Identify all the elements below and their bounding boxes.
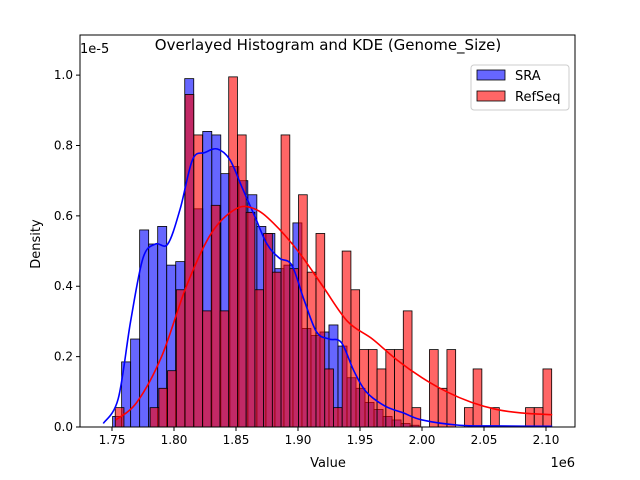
x-tick-label: 2.10 [533,433,560,447]
x-tick-label: 1.95 [347,433,374,447]
bar-refseq [219,310,230,428]
bar-refseq [210,204,221,428]
y-tick-label: 0.2 [54,350,73,364]
bar-refseq [149,407,160,428]
bar-refseq [463,407,474,428]
bar-refseq [263,233,273,428]
x-tick-label: 2.00 [409,433,436,447]
x-tick-label: 1.75 [99,433,126,447]
y-axis-label: Density [29,219,44,269]
x-scale-label: 1e6 [550,456,575,471]
chart-title: Overlayed Histogram and KDE (Genome_Size… [155,36,501,55]
bar-refseq [306,271,317,428]
bar-refseq [324,368,334,428]
bar-refseq [289,268,299,428]
bar-refseq [437,387,448,428]
bar-refseq [472,368,483,428]
bar-refseq [158,387,168,428]
bar-refseq [202,310,212,428]
y-tick-label: 0.6 [54,209,73,223]
y-tick-label: 1.0 [54,68,73,82]
bar-refseq [280,134,291,428]
bar-refseq [533,407,544,428]
bar-sra [130,338,141,428]
x-axis-label: Value [310,456,346,471]
x-tick-label: 2.05 [471,433,498,447]
bar-refseq [350,289,361,428]
kde-line-sra [102,147,553,428]
bar-refseq [341,250,352,428]
bar-refseq [228,76,238,428]
x-tick-label: 1.85 [223,433,250,447]
bar-refseq [525,407,535,428]
y-tick-label: 0.0 [54,420,73,434]
bar-refseq [367,349,378,428]
legend-swatch-refseq [476,90,506,102]
bar-refseq [385,349,395,428]
plot-frame [79,34,576,428]
bar-refseq [167,370,177,428]
legend-swatch-sra [476,69,506,81]
x-tick-label: 1.80 [161,433,188,447]
x-tick-label: 1.90 [285,433,312,447]
legend-label-refseq: RefSeq [515,90,561,105]
bar-refseq [193,134,203,428]
kde-line-refseq [115,205,553,421]
bar-refseq [542,368,553,428]
bar-refseq [298,194,308,428]
legend: SRA RefSeq [470,64,570,111]
bar-refseq [376,368,387,428]
bar-refseq [245,211,256,428]
legend-label-sra: SRA [515,69,541,84]
bar-refseq [271,271,282,428]
y-tick-label: 0.4 [54,279,73,293]
y-tick-label: 0.8 [54,138,73,152]
y-scale-label: 1e-5 [80,42,109,57]
bar-refseq [429,349,439,428]
bar-refseq [184,94,195,428]
bar-refseq [254,289,265,428]
bar-refseq [333,407,343,428]
bar-refseq [446,349,457,428]
bar-sra [148,243,159,428]
bar-refseq [315,233,326,428]
